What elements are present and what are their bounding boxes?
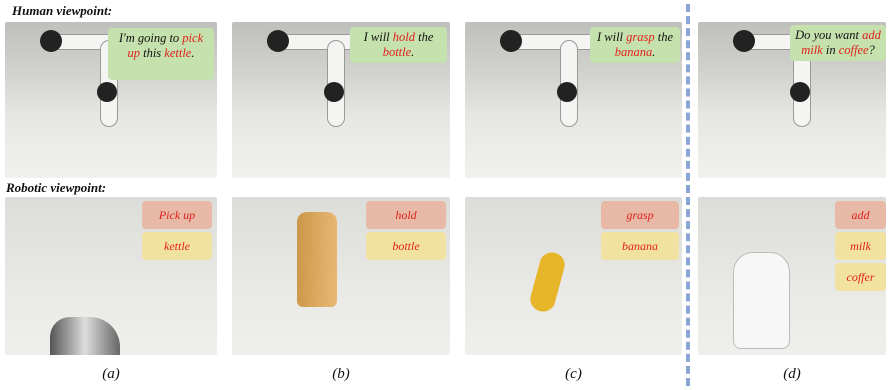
caption: (b) bbox=[311, 366, 371, 383]
robot-joint bbox=[40, 30, 62, 52]
bubble-text: Do you want bbox=[795, 28, 862, 42]
robot-joint bbox=[500, 30, 522, 52]
robot-joint bbox=[557, 82, 577, 102]
speech-bubble: I will grasp the banana. bbox=[590, 27, 680, 63]
bubble-text: the bbox=[415, 30, 437, 44]
object bbox=[297, 212, 337, 307]
robot-joint bbox=[733, 30, 755, 52]
bubble-text: in bbox=[823, 43, 839, 57]
object bbox=[733, 252, 790, 349]
bubble-text: . bbox=[411, 45, 414, 59]
bubble-text: I will bbox=[364, 30, 393, 44]
robot-joint bbox=[324, 82, 344, 102]
caption: (a) bbox=[81, 366, 141, 383]
speech-bubble: I will hold the bottle. bbox=[350, 27, 447, 63]
robot-joint bbox=[790, 82, 810, 102]
bubble-text: this bbox=[140, 46, 164, 60]
speech-bubble: I'm going to pick up this kettle. bbox=[108, 28, 214, 80]
bubble-text: hold bbox=[393, 30, 415, 44]
keyword-tag: grasp bbox=[601, 201, 679, 229]
robot-label: Robotic viewpoint: bbox=[6, 180, 106, 196]
figure: Human viewpoint: Robotic viewpoint: I'm … bbox=[0, 0, 891, 390]
speech-bubble: Do you want add milk in coffee? bbox=[790, 25, 886, 61]
keyword-tag: bottle bbox=[366, 232, 446, 260]
bubble-text: kettle bbox=[164, 46, 191, 60]
object bbox=[50, 317, 120, 355]
keyword-tag: banana bbox=[601, 232, 679, 260]
keyword-tag: add bbox=[835, 201, 886, 229]
bubble-text: I'm going to bbox=[119, 31, 182, 45]
divider bbox=[686, 4, 690, 386]
bubble-text: banana bbox=[615, 45, 653, 59]
keyword-tag: milk bbox=[835, 232, 886, 260]
robot-joint bbox=[97, 82, 117, 102]
bubble-text: the bbox=[655, 30, 677, 44]
caption: (d) bbox=[762, 366, 822, 383]
bubble-text: add bbox=[862, 28, 881, 42]
bubble-text: coffee bbox=[839, 43, 869, 57]
bubble-text: I will bbox=[597, 30, 626, 44]
keyword-tag: kettle bbox=[142, 232, 212, 260]
bubble-text: bottle bbox=[383, 45, 411, 59]
keyword-tag: Pick up bbox=[142, 201, 212, 229]
bubble-text: grasp bbox=[626, 30, 654, 44]
caption: (c) bbox=[544, 366, 604, 383]
bubble-text: milk bbox=[801, 43, 823, 57]
keyword-tag: hold bbox=[366, 201, 446, 229]
bubble-text: . bbox=[652, 45, 655, 59]
bubble-text: ? bbox=[869, 43, 875, 57]
bubble-text: . bbox=[191, 46, 194, 60]
bubble-text bbox=[881, 28, 884, 42]
keyword-tag: coffer bbox=[835, 263, 886, 291]
human-label: Human viewpoint: bbox=[12, 3, 112, 19]
robot-joint bbox=[267, 30, 289, 52]
object bbox=[528, 250, 568, 314]
